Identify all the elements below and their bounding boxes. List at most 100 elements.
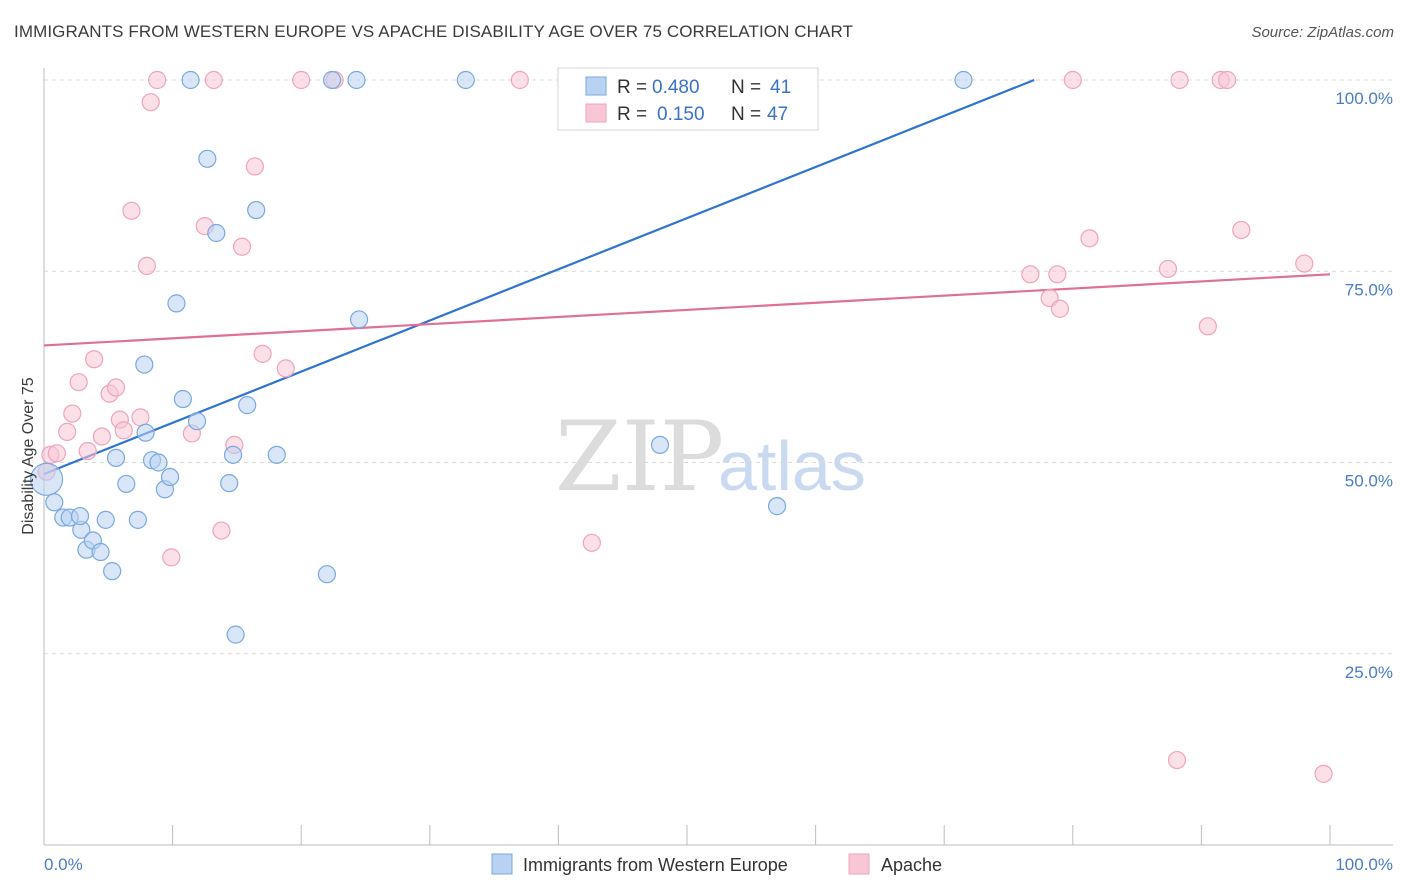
point-series-1-3 [58, 422, 77, 441]
series-legend-label-apache: Apache [881, 855, 942, 875]
point-series-1-44 [1218, 70, 1237, 90]
point-series-1-30 [510, 70, 529, 90]
watermark-atlas: atlas [718, 427, 866, 505]
point-series-1-18 [162, 548, 181, 567]
point-series-0-0 [29, 462, 64, 496]
point-series-0-14 [136, 423, 155, 442]
point-series-1-38 [1080, 229, 1099, 248]
point-series-0-1 [45, 493, 64, 512]
point-series-0-33 [322, 70, 342, 90]
point-series-1-46 [1295, 254, 1314, 273]
point-series-1-25 [245, 157, 265, 176]
point-series-1-28 [292, 70, 311, 90]
point-series-0-30 [247, 200, 266, 220]
legend-r-label-2: R = [617, 104, 647, 125]
legend-n-value-1: 41 [770, 77, 791, 98]
point-series-1-5 [69, 373, 88, 392]
point-series-0-21 [173, 389, 192, 409]
point-series-0-29 [238, 396, 257, 415]
x-tick-min: 0.0% [44, 855, 83, 874]
legend-swatch-apache [585, 103, 607, 123]
point-series-0-17 [149, 453, 168, 472]
point-series-1-47 [1314, 764, 1333, 783]
y-tick-label-100: 100.0% [1335, 89, 1393, 108]
point-series-0-13 [128, 510, 147, 529]
point-series-0-22 [181, 70, 200, 90]
legend-r-value-2: 0.150 [657, 104, 705, 125]
point-series-0-9 [96, 510, 115, 529]
point-series-0-26 [220, 474, 239, 493]
legend-r-value-1: 0.480 [652, 77, 700, 98]
legend-n-label-2: N = [731, 104, 761, 125]
point-series-1-4 [63, 404, 82, 423]
point-series-0-15 [135, 355, 154, 374]
point-series-0-12 [117, 474, 136, 494]
point-series-0-31 [267, 445, 286, 464]
point-series-0-24 [198, 149, 217, 168]
trend-line-series-0 [43, 78, 1035, 475]
point-series-1-45 [1232, 220, 1251, 240]
y-tick-label-75: 75.0% [1345, 280, 1393, 299]
stats-legend: R = 0.480 N = 41 R = 0.150 N = 47 [557, 67, 819, 131]
series-legend-swatch-western-europe [491, 853, 513, 875]
point-series-1-32 [582, 533, 601, 552]
point-series-0-34 [349, 310, 369, 329]
x-tick-max: 100.0% [1335, 855, 1393, 874]
point-series-1-12 [114, 421, 133, 440]
point-series-1-35 [1048, 265, 1067, 284]
point-series-1-8 [92, 427, 111, 446]
point-series-0-27 [226, 625, 245, 644]
point-series-1-17 [148, 70, 167, 90]
points [29, 70, 1333, 783]
point-series-1-27 [276, 359, 295, 378]
point-series-1-40 [1170, 70, 1189, 90]
point-series-0-28 [223, 445, 243, 464]
watermark-zip: ZIP [555, 401, 724, 513]
point-series-0-25 [207, 223, 226, 243]
series-legend-swatch-apache [848, 853, 870, 875]
point-series-0-10 [103, 562, 122, 581]
y-tick-label-25: 25.0% [1345, 663, 1393, 682]
legend-r-label-1: R = [617, 77, 647, 98]
point-series-0-40 [954, 70, 973, 90]
point-series-1-15 [137, 256, 156, 275]
point-series-1-39 [1158, 259, 1178, 279]
point-series-0-38 [650, 435, 670, 455]
point-series-1-16 [141, 93, 160, 112]
point-series-0-19 [160, 467, 180, 487]
point-series-1-21 [204, 70, 223, 90]
point-series-1-24 [232, 237, 252, 256]
point-series-0-32 [317, 565, 337, 584]
point-series-1-42 [1198, 317, 1217, 336]
point-series-0-39 [767, 497, 787, 516]
point-series-0-20 [167, 294, 186, 313]
series-legend-label-western-europe: Immigrants from Western Europe [523, 855, 788, 875]
point-series-1-37 [1063, 70, 1082, 90]
y-axis-label: Disability Age Over 75 [20, 377, 37, 535]
y-tick-label-50: 50.0% [1345, 472, 1393, 491]
point-series-1-33 [1021, 265, 1040, 284]
legend-n-value-2: 47 [767, 104, 788, 125]
trend-line-series-1 [43, 273, 1331, 347]
source-label: Source: ZipAtlas.com [1251, 24, 1394, 41]
y-tick-labels: 25.0% 50.0% 75.0% 100.0% [1335, 89, 1393, 682]
point-series-1-13 [122, 201, 141, 220]
series-legend: Immigrants from Western Europe Apache [491, 853, 942, 875]
point-series-1-10 [106, 378, 126, 397]
point-series-1-26 [253, 344, 272, 363]
point-series-1-7 [85, 350, 104, 369]
point-series-1-22 [212, 521, 231, 540]
point-series-0-35 [347, 70, 366, 90]
point-series-1-6 [78, 441, 97, 461]
point-series-0-11 [106, 448, 126, 468]
chart-title: IMMIGRANTS FROM WESTERN EUROPE VS APACHE… [14, 22, 854, 41]
point-series-0-23 [187, 412, 207, 431]
point-series-1-2 [47, 444, 66, 463]
trend-lines [43, 78, 1331, 475]
point-series-1-36 [1050, 299, 1070, 318]
point-series-0-8 [91, 542, 110, 562]
legend-n-label-1: N = [731, 77, 761, 98]
point-series-0-5 [70, 506, 90, 526]
legend-swatch-western-europe [585, 76, 607, 96]
